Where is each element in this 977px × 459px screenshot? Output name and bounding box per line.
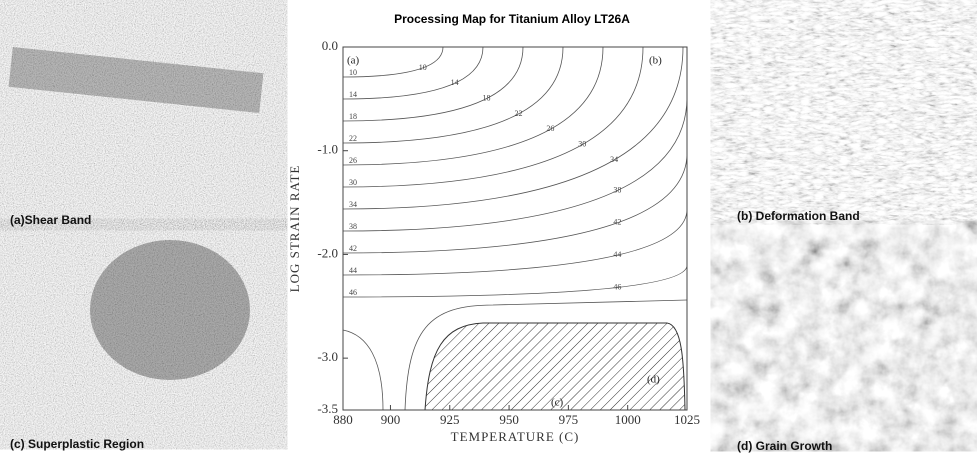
micrograph-a — [10, 5, 262, 210]
plot-frame — [342, 46, 688, 411]
contour-line — [342, 97, 688, 232]
contour-line — [342, 46, 524, 122]
contour-label: 26 — [349, 156, 357, 165]
y-tick-label: -3.0 — [317, 349, 338, 364]
contour-label: 14 — [451, 78, 459, 87]
micrograph-b — [735, 5, 977, 205]
contour-label: 26 — [546, 124, 554, 133]
contour-line — [342, 46, 564, 144]
contour-label: 38 — [613, 185, 621, 194]
contour-line — [342, 46, 444, 78]
contour-label: 18 — [349, 112, 357, 121]
x-tick-label: 925 — [440, 412, 460, 427]
contour-label: 38 — [349, 222, 357, 231]
contour-label: 22 — [349, 134, 357, 143]
micrograph-d — [735, 240, 977, 432]
contour-label: 30 — [349, 178, 357, 187]
micrographs: (a)Shear Band (c) Superplastic Region (b… — [8, 5, 977, 453]
contour-line — [342, 46, 644, 188]
contour-label: 42 — [349, 244, 357, 253]
chart-title: Processing Map for Titanium Alloy LT26A — [394, 12, 630, 26]
contour-decor — [342, 329, 384, 411]
x-tick-label: 1000 — [615, 412, 641, 427]
contour-label: 30 — [578, 139, 586, 148]
contour-decor — [404, 299, 688, 411]
panel-caption: (d) Grain Growth — [737, 439, 832, 453]
contour-line — [342, 265, 688, 298]
region-label: (d) — [647, 374, 660, 386]
contour-label: 14 — [349, 90, 357, 99]
y-tick-label: 0.0 — [322, 38, 338, 53]
contour-label: 46 — [613, 282, 621, 291]
contour-line — [342, 153, 688, 254]
contour-label: 44 — [349, 266, 357, 275]
contour-line — [342, 209, 688, 276]
y-tick-label: -1.0 — [317, 142, 338, 157]
contour-line — [342, 46, 684, 210]
panel-caption: (a)Shear Band — [10, 213, 91, 227]
micrograph-c — [10, 238, 262, 430]
shear-band — [8, 46, 264, 114]
hatched-domain — [424, 322, 686, 411]
x-tick-label: 880 — [333, 412, 353, 427]
contour-label: 22 — [514, 109, 522, 118]
region-label: (b) — [649, 55, 662, 67]
panel-caption: (c) Superplastic Region — [10, 437, 144, 451]
contour-line — [342, 46, 484, 100]
panel-caption: (b) Deformation Band — [737, 209, 860, 223]
x-axis-label: TEMPERATURE (C) — [451, 429, 580, 444]
contour-label: 10 — [349, 68, 357, 77]
processing-map: 10 10 14 14 18 18 22 22 26 26 30 30 34 34 38 38 42 42 44 44… — [287, 38, 700, 444]
contour-label: 34 — [610, 155, 618, 164]
contour-label: 34 — [349, 200, 357, 209]
x-tick-label: 900 — [381, 412, 401, 427]
y-axis-label: LOG STRAIN RATE — [287, 165, 302, 293]
region-label: (c) — [551, 397, 564, 409]
dark-zone — [90, 240, 250, 380]
contour-label: 42 — [613, 218, 621, 227]
y-tick-label: -3.5 — [317, 401, 338, 416]
x-tick-label: 975 — [559, 412, 579, 427]
contour-line — [342, 46, 604, 166]
contour-label: 46 — [349, 288, 357, 297]
contour-label: 10 — [419, 63, 427, 72]
region-label: (a) — [347, 55, 360, 67]
y-tick-label: -2.0 — [317, 245, 338, 260]
contour-label: 44 — [613, 250, 621, 259]
contour-label: 18 — [483, 93, 491, 102]
x-tick-label: 950 — [499, 412, 519, 427]
x-tick-label: 1025 — [674, 412, 700, 427]
